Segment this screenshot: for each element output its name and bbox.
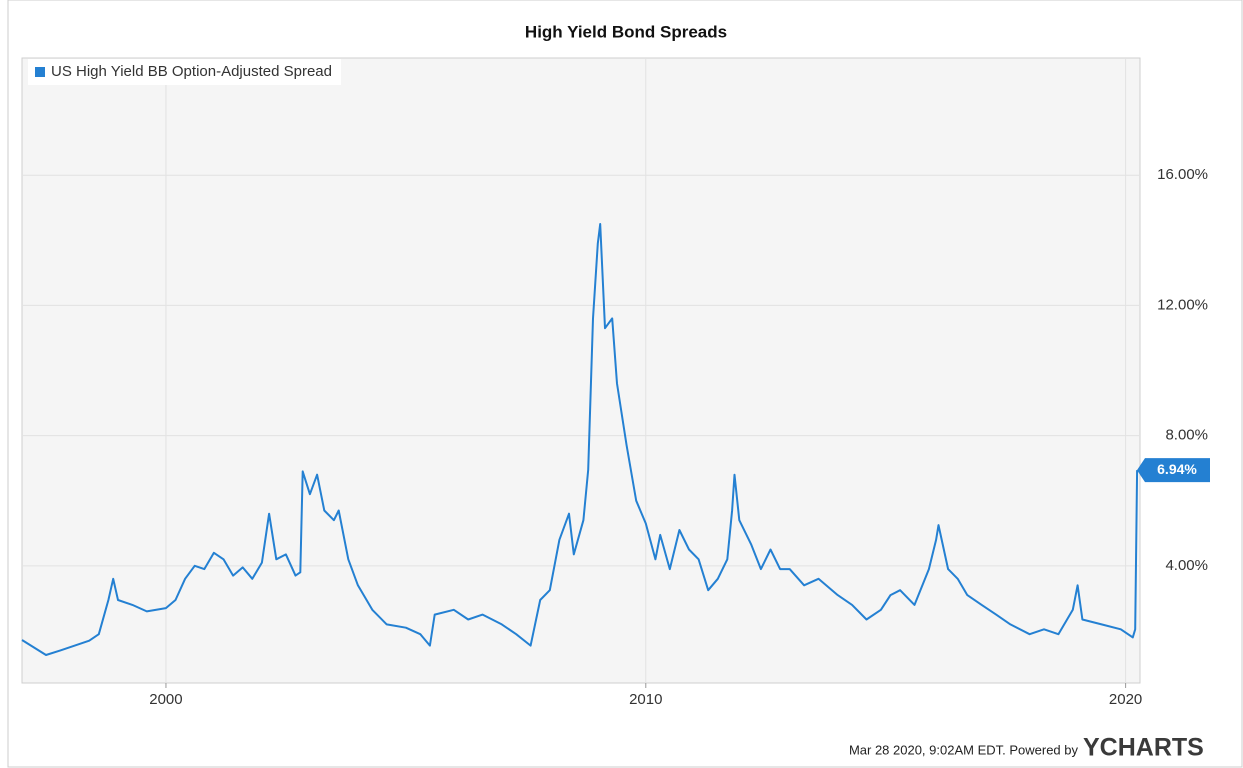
x-tick-label: 2010: [629, 691, 662, 708]
y-tick-label: 8.00%: [1165, 427, 1208, 444]
x-tick-label: 2000: [149, 691, 182, 708]
brand: YCHARTS: [1083, 734, 1204, 762]
y-tick-label: 12.00%: [1157, 296, 1208, 313]
x-tick-label: 2020: [1109, 691, 1142, 708]
legend-box: [28, 59, 341, 85]
legend-label: US High Yield BB Option-Adjusted Spread: [51, 63, 332, 80]
footer: Mar 28 2020, 9:02AM EDT. Powered by: [849, 742, 1079, 757]
legend-swatch: [35, 67, 45, 77]
chart-title: High Yield Bond Spreads: [525, 22, 727, 41]
end-label: 6.94%: [1157, 461, 1197, 477]
y-tick-label: 16.00%: [1157, 166, 1208, 183]
line: [21, 223, 1139, 656]
end-marker: [1137, 458, 1210, 483]
plot-area: [21, 57, 1141, 684]
y-tick-label: 4.00%: [1165, 557, 1208, 574]
